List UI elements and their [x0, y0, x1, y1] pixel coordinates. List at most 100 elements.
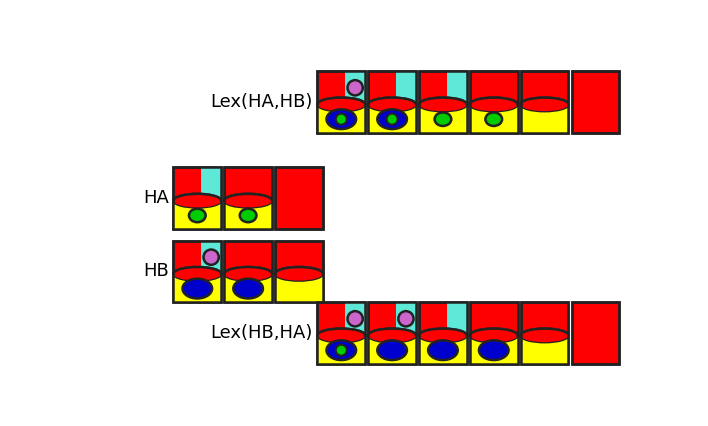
Polygon shape	[275, 267, 323, 274]
Bar	[571, 71, 620, 133]
Ellipse shape	[173, 194, 221, 207]
Bar	[317, 335, 365, 364]
Bar	[201, 241, 221, 274]
Ellipse shape	[377, 340, 407, 360]
Bar	[571, 71, 620, 133]
Bar	[173, 241, 221, 302]
Ellipse shape	[224, 267, 272, 281]
Bar	[368, 104, 416, 133]
Polygon shape	[520, 328, 569, 335]
Bar	[317, 302, 365, 364]
Bar	[173, 167, 221, 229]
Bar	[173, 167, 221, 229]
Ellipse shape	[224, 267, 272, 281]
Ellipse shape	[368, 98, 416, 111]
Bar	[275, 274, 323, 302]
Polygon shape	[173, 194, 221, 201]
Bar	[224, 241, 272, 302]
Ellipse shape	[317, 328, 365, 342]
Ellipse shape	[368, 328, 416, 342]
Ellipse shape	[377, 109, 407, 129]
Text: HA: HA	[143, 189, 169, 207]
Text: HB: HB	[143, 262, 169, 280]
Bar	[275, 241, 323, 302]
Bar	[173, 201, 221, 229]
Bar	[470, 71, 518, 133]
Bar	[224, 201, 272, 229]
Bar	[447, 71, 467, 104]
Ellipse shape	[470, 98, 518, 111]
Bar	[520, 71, 569, 133]
Bar	[275, 167, 323, 229]
Ellipse shape	[520, 98, 569, 111]
Ellipse shape	[326, 340, 356, 360]
Bar	[520, 335, 569, 364]
Bar	[368, 71, 416, 133]
Circle shape	[399, 311, 413, 326]
Bar	[224, 241, 272, 302]
Bar	[419, 104, 467, 133]
Polygon shape	[470, 98, 518, 104]
Ellipse shape	[317, 328, 365, 342]
Bar	[317, 71, 365, 133]
Bar	[317, 302, 365, 364]
Polygon shape	[419, 328, 467, 335]
Circle shape	[336, 345, 347, 356]
Ellipse shape	[435, 112, 451, 126]
Polygon shape	[419, 98, 467, 104]
Bar	[275, 167, 323, 229]
Ellipse shape	[486, 112, 502, 126]
Polygon shape	[368, 98, 416, 104]
Ellipse shape	[183, 279, 212, 299]
Ellipse shape	[470, 328, 518, 342]
Ellipse shape	[224, 194, 272, 207]
Circle shape	[203, 250, 219, 265]
Ellipse shape	[240, 209, 256, 222]
Bar	[419, 71, 467, 133]
Ellipse shape	[479, 340, 508, 360]
Ellipse shape	[368, 98, 416, 111]
Polygon shape	[470, 328, 518, 335]
Polygon shape	[173, 267, 221, 274]
Ellipse shape	[520, 328, 569, 342]
Bar	[275, 241, 323, 302]
Bar	[520, 302, 569, 364]
Bar	[419, 302, 467, 364]
Bar	[571, 302, 620, 364]
Ellipse shape	[419, 98, 467, 111]
Ellipse shape	[520, 98, 569, 111]
Ellipse shape	[419, 98, 467, 111]
Polygon shape	[520, 98, 569, 104]
Text: Lex(HB,HA): Lex(HB,HA)	[210, 324, 313, 342]
Bar	[419, 335, 467, 364]
Bar	[201, 167, 221, 201]
Bar	[447, 302, 467, 335]
Circle shape	[348, 80, 362, 95]
Bar	[571, 302, 620, 364]
Bar	[470, 104, 518, 133]
Polygon shape	[368, 328, 416, 335]
Ellipse shape	[234, 279, 263, 299]
Bar	[470, 302, 518, 364]
Polygon shape	[224, 267, 272, 274]
Ellipse shape	[317, 98, 365, 111]
Ellipse shape	[368, 328, 416, 342]
Ellipse shape	[520, 328, 569, 342]
Bar	[419, 302, 467, 364]
Circle shape	[348, 311, 362, 326]
Ellipse shape	[189, 209, 205, 222]
Circle shape	[336, 114, 347, 125]
Ellipse shape	[275, 267, 323, 281]
Bar	[520, 71, 569, 133]
Bar	[520, 104, 569, 133]
Bar	[396, 71, 416, 104]
Bar	[520, 302, 569, 364]
Bar	[224, 274, 272, 302]
Polygon shape	[317, 98, 365, 104]
Bar	[470, 71, 518, 133]
Text: Lex(HA,HB): Lex(HA,HB)	[210, 93, 313, 111]
Ellipse shape	[419, 328, 467, 342]
Bar	[396, 302, 416, 335]
Bar	[345, 302, 365, 335]
Ellipse shape	[428, 340, 458, 360]
